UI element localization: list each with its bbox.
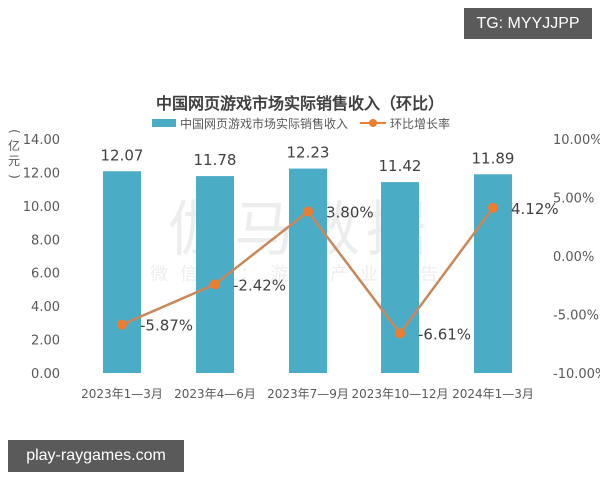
telegram-watermark-text: TG: MYYJJPP — [476, 14, 580, 32]
y-axis-tick-label: 8.00 — [31, 233, 60, 248]
growth-rate-label: -2.42% — [233, 276, 286, 294]
bar-value-label: 11.42 — [379, 157, 422, 175]
legend-line-swatch-icon — [360, 117, 387, 129]
chart-legend: 中国网页游戏市场实际销售收入 环比增长率 — [152, 114, 450, 132]
y-axis-tick-label: 10.00 — [23, 200, 60, 215]
x-axis-category-label: 2023年4—6月 — [174, 387, 256, 401]
y-axis-tick-label: 0.00 — [31, 367, 60, 382]
y2-axis-tick-label: -5.00% — [553, 309, 599, 324]
bar-value-label: 12.23 — [287, 144, 330, 162]
x-axis-category-label: 2024年1—3月 — [452, 387, 534, 401]
x-axis-category-label: 2023年7—9月 — [267, 387, 349, 401]
y-axis-tick-label: 2.00 — [31, 334, 60, 349]
growth-rate-marker — [210, 279, 220, 290]
y2-axis-tick-label: -10.00% — [553, 367, 600, 382]
y-axis-tick-label: 6.00 — [31, 267, 60, 282]
bar — [103, 171, 141, 373]
growth-rate-marker — [303, 206, 313, 217]
y-axis-tick-label: 12.00 — [23, 166, 60, 181]
y2-axis-tick-label: 0.00% — [553, 250, 594, 265]
y-axis-unit-label: (亿元) — [7, 129, 22, 179]
y-axis-tick-label: 14.00 — [23, 133, 60, 148]
bar — [289, 168, 327, 373]
growth-rate-marker — [395, 328, 405, 339]
y2-axis-tick-label: 10.00% — [553, 133, 600, 148]
growth-rate-label: -6.61% — [418, 325, 471, 343]
growth-rate-label: 4.12% — [511, 200, 559, 218]
y2-axis-tick-label: 5.00% — [553, 192, 594, 207]
telegram-watermark-badge: TG: MYYJJPP — [464, 8, 592, 39]
growth-rate-marker — [117, 319, 127, 330]
legend-label-growth-rate: 环比增长率 — [390, 116, 451, 131]
bar-value-label: 12.07 — [101, 146, 144, 164]
growth-rate-label: -5.87% — [140, 317, 193, 335]
bar-value-label: 11.78 — [194, 151, 237, 169]
site-watermark-text: play-raygames.com — [26, 447, 166, 464]
bar-value-label: 11.89 — [472, 149, 515, 167]
legend-bar-swatch-icon — [152, 119, 176, 127]
bar — [381, 182, 419, 373]
growth-rate-label: 3.80% — [326, 204, 374, 222]
chart-title: 中国网页游戏市场实际销售收入（环比） — [155, 94, 444, 113]
growth-rate-marker — [488, 202, 498, 213]
legend-label-revenue: 中国网页游戏市场实际销售收入 — [180, 116, 349, 131]
x-axis-category-label: 2023年1—3月 — [81, 387, 163, 401]
y-axis-tick-label: 4.00 — [31, 300, 60, 315]
x-axis-category-label: 2023年10—12月 — [351, 387, 448, 401]
site-watermark-badge: play-raygames.com — [8, 440, 184, 472]
